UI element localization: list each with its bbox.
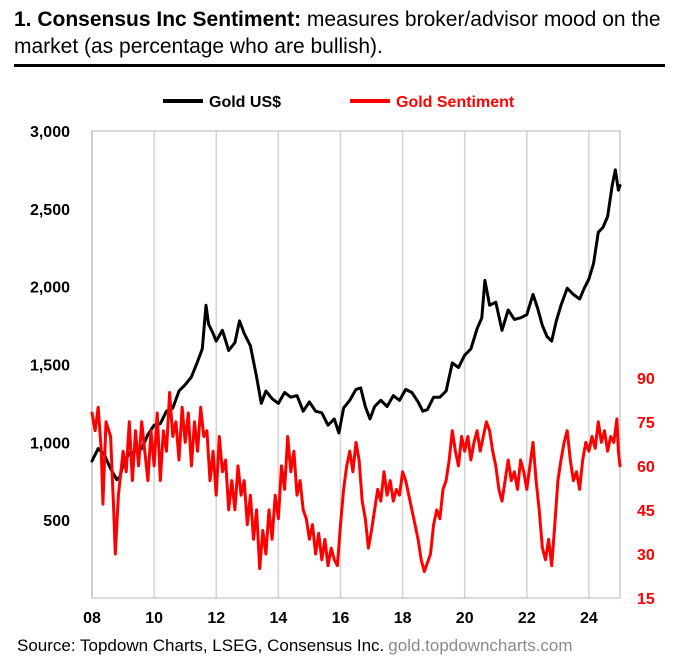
plot-border <box>91 130 621 599</box>
left-tick-3,000: 3,000 <box>30 124 70 141</box>
x-tick-12: 12 <box>207 610 225 627</box>
footer-site: gold.topdowncharts.com <box>388 636 573 655</box>
title-divider <box>14 64 665 67</box>
left-tick-1,000: 1,000 <box>30 435 70 452</box>
right-tick-60: 60 <box>637 459 655 476</box>
left-tick-1,500: 1,500 <box>30 358 70 375</box>
footer: Source: Topdown Charts, LSEG, Consensus … <box>17 636 573 656</box>
x-tick-10: 10 <box>145 610 163 627</box>
chart-title-bold: 1. Consensus Inc Sentiment: <box>14 8 302 31</box>
left-tick-500: 500 <box>43 513 70 530</box>
legend-label-2: Gold Sentiment <box>396 94 515 111</box>
legend-label-1: Gold US$ <box>209 94 281 111</box>
x-tick-18: 18 <box>394 610 412 627</box>
right-tick-90: 90 <box>637 371 655 388</box>
right-tick-30: 30 <box>637 547 655 564</box>
x-tick-16: 16 <box>332 610 350 627</box>
x-tick-22: 22 <box>518 610 536 627</box>
left-tick-2,000: 2,000 <box>30 280 70 297</box>
left-tick-2,500: 2,500 <box>30 202 70 219</box>
chart-title-rest: measures broker/advisor mood on the mark… <box>14 8 661 58</box>
chart-title: 1. Consensus Inc Sentiment: measures bro… <box>14 6 666 60</box>
right-tick-15: 15 <box>637 591 655 608</box>
footer-source: Source: Topdown Charts, LSEG, Consensus … <box>17 636 385 655</box>
x-tick-20: 20 <box>456 610 474 627</box>
x-tick-24: 24 <box>580 610 598 627</box>
series-line-gold-us- <box>90 168 622 482</box>
x-tick-14: 14 <box>269 610 287 627</box>
series-line-gold-sentiment <box>90 391 622 574</box>
x-tick-08: 08 <box>83 610 101 627</box>
right-tick-75: 75 <box>637 415 655 432</box>
right-tick-45: 45 <box>637 503 655 520</box>
